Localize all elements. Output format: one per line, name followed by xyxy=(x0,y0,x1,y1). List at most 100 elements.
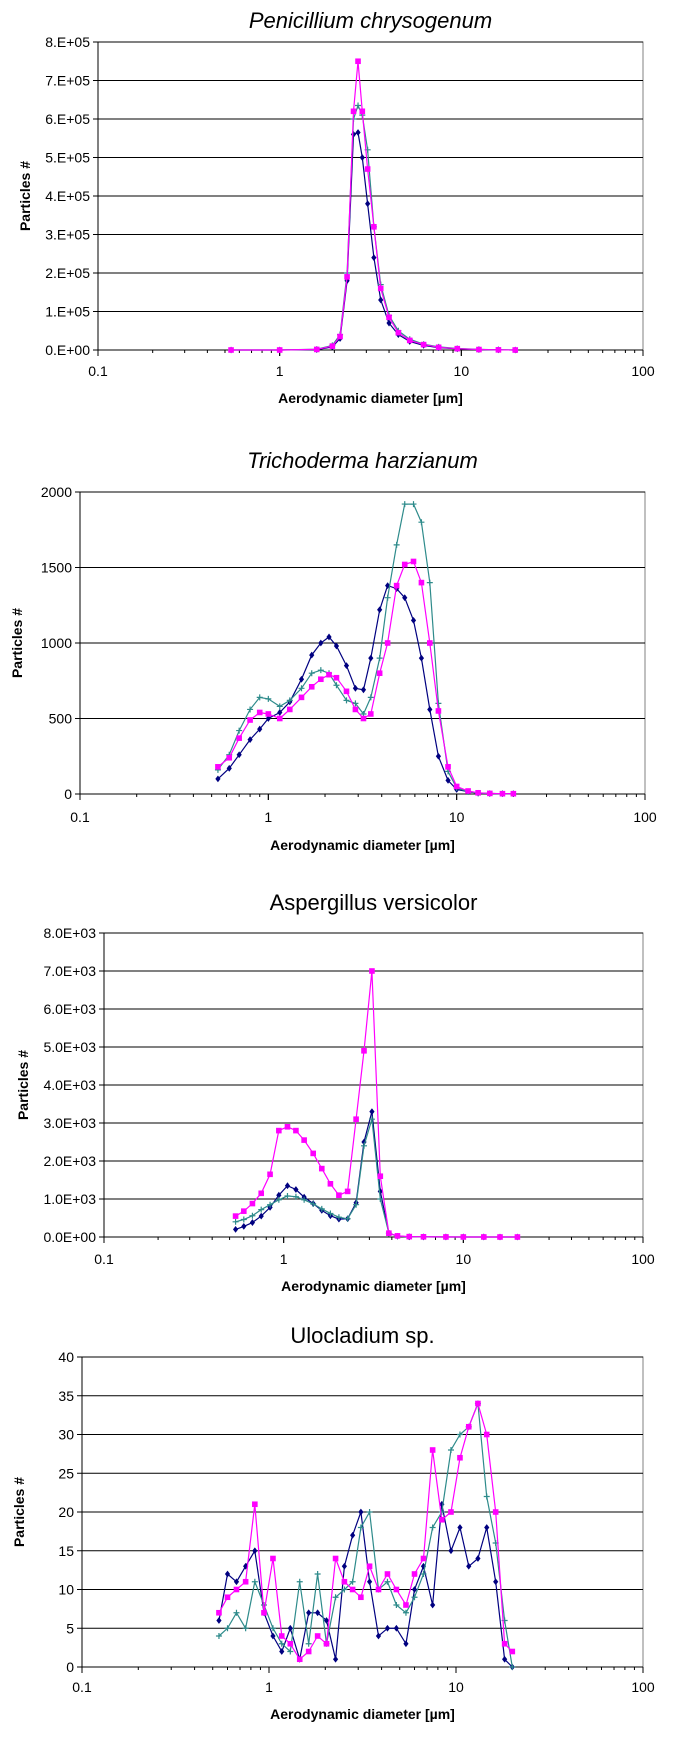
data-point xyxy=(384,1571,391,1577)
data-point xyxy=(258,1190,265,1197)
data-point xyxy=(323,1617,330,1624)
data-point xyxy=(233,1578,240,1586)
y-tick-label: 500 xyxy=(49,711,73,727)
data-point xyxy=(358,1508,364,1516)
data-point xyxy=(309,651,315,659)
data-point xyxy=(341,1586,348,1593)
data-point xyxy=(393,582,400,589)
y-tick-label: 20 xyxy=(58,1504,74,1520)
data-point xyxy=(349,1586,356,1593)
data-point xyxy=(276,715,283,722)
data-point xyxy=(501,1640,508,1647)
data-point xyxy=(298,685,305,692)
data-point xyxy=(261,1609,267,1616)
data-point xyxy=(420,1234,427,1240)
data-point xyxy=(367,694,374,701)
data-point xyxy=(403,1602,409,1608)
data-point xyxy=(247,717,253,723)
data-point xyxy=(343,662,350,670)
x-axis-label: Aerodynamic diameter [µm] xyxy=(270,1706,455,1722)
data-point xyxy=(366,1509,373,1515)
data-point xyxy=(350,108,357,115)
data-point xyxy=(418,654,425,662)
data-point xyxy=(224,1594,231,1601)
data-point xyxy=(448,1509,454,1515)
data-point xyxy=(242,1578,249,1585)
data-point xyxy=(332,1555,339,1562)
data-point xyxy=(454,345,461,352)
data-point xyxy=(233,1609,240,1616)
data-point xyxy=(359,154,365,161)
data-point xyxy=(343,697,350,704)
data-point xyxy=(265,695,272,702)
series-3 xyxy=(228,58,519,353)
data-point xyxy=(376,670,383,676)
data-point xyxy=(258,1206,265,1213)
data-point xyxy=(406,337,413,344)
data-point xyxy=(286,697,293,704)
chart-title: Ulocladium sp. xyxy=(290,1323,434,1348)
series-line xyxy=(218,1403,513,1668)
data-point xyxy=(349,1578,356,1585)
data-point xyxy=(256,694,263,701)
data-point xyxy=(435,344,442,351)
data-point xyxy=(327,1181,334,1187)
data-point xyxy=(326,633,332,641)
data-point xyxy=(301,1196,308,1203)
data-point xyxy=(386,1230,392,1236)
data-point xyxy=(430,1601,436,1609)
y-tick-label: 7.E+05 xyxy=(45,73,90,89)
data-point xyxy=(296,1656,303,1663)
data-point xyxy=(386,319,392,327)
data-point xyxy=(308,670,315,677)
data-point xyxy=(241,1208,247,1214)
data-point xyxy=(395,329,402,336)
data-point xyxy=(233,1586,240,1593)
series-line xyxy=(218,1401,513,1661)
y-tick-label: 1.E+05 xyxy=(45,304,90,320)
data-point xyxy=(337,333,343,340)
data-point xyxy=(364,166,371,172)
data-point xyxy=(323,1640,330,1647)
data-point xyxy=(329,343,336,349)
data-point xyxy=(492,1509,499,1515)
y-tick-label: 30 xyxy=(58,1427,74,1443)
data-point xyxy=(344,274,350,280)
data-point xyxy=(215,1633,222,1639)
data-point xyxy=(439,1516,445,1523)
data-point xyxy=(267,1201,274,1208)
data-point xyxy=(401,501,408,508)
data-point xyxy=(252,1547,258,1555)
y-tick-label: 8.0E+03 xyxy=(43,925,96,941)
data-point xyxy=(256,709,263,716)
data-point xyxy=(240,1216,247,1223)
series-2 xyxy=(215,1400,516,1670)
data-point xyxy=(336,1192,342,1198)
data-point xyxy=(475,1555,481,1562)
data-point xyxy=(224,1570,231,1578)
data-point xyxy=(216,1617,222,1624)
data-point xyxy=(368,1116,375,1123)
data-point xyxy=(265,715,271,722)
data-point xyxy=(393,1602,400,1608)
data-point xyxy=(318,639,324,647)
data-point xyxy=(257,725,263,733)
chart-penicillium-chrysogenum: 0.E+00 1.E+05 2.E+05 3.E+05 4.E+05 5.E+05 6.E+… xyxy=(17,8,655,406)
data-point xyxy=(457,1524,463,1531)
data-point xyxy=(483,1493,490,1500)
data-point xyxy=(287,1648,294,1655)
data-point xyxy=(460,1234,467,1240)
data-point xyxy=(216,1609,222,1616)
y-tick-label: 10 xyxy=(58,1582,74,1598)
data-point xyxy=(418,579,425,586)
data-point xyxy=(394,1233,401,1239)
data-point xyxy=(502,1655,508,1663)
x-tick-label: 0.1 xyxy=(88,363,108,379)
data-point xyxy=(226,764,232,772)
data-point xyxy=(287,1624,293,1632)
data-point xyxy=(333,682,340,689)
data-point xyxy=(305,1640,312,1647)
data-point xyxy=(487,790,493,797)
data-point xyxy=(332,1655,339,1663)
y-tick-label: 3.0E+03 xyxy=(43,1115,96,1131)
